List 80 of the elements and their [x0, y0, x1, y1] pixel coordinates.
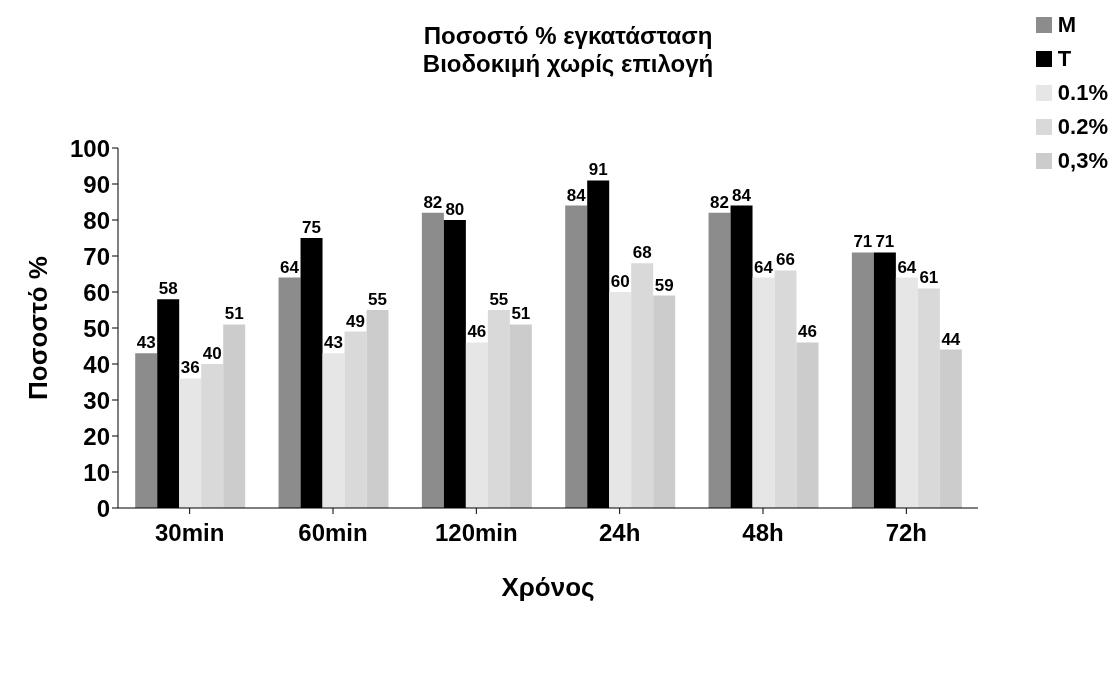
legend-label: T — [1057, 46, 1072, 72]
data-label: 46 — [798, 322, 817, 342]
y-tick-label: 40 — [83, 350, 110, 378]
y-tick-label: 20 — [83, 422, 110, 450]
data-label: 91 — [588, 160, 608, 180]
bar — [609, 292, 632, 508]
data-label: 66 — [776, 250, 795, 270]
data-label: 84 — [566, 185, 587, 205]
data-label: 55 — [489, 290, 509, 309]
bar — [752, 277, 775, 508]
bar — [631, 263, 654, 508]
data-label: 68 — [632, 243, 652, 263]
bar — [278, 277, 301, 508]
bar — [653, 295, 676, 508]
data-label: 43 — [324, 333, 343, 353]
y-tick-label: 10 — [83, 458, 110, 486]
y-tick-label: 30 — [83, 386, 110, 414]
bar — [223, 324, 246, 508]
y-tick-label: 100 — [69, 134, 110, 162]
data-label: 82 — [423, 192, 443, 212]
data-label: 60 — [610, 272, 630, 291]
y-tick-label: 80 — [83, 206, 110, 234]
bar — [322, 353, 345, 508]
x-tick-label: 24h — [598, 519, 641, 547]
data-label: 58 — [158, 279, 178, 299]
legend-label: M — [1057, 12, 1077, 38]
data-label: 80 — [445, 200, 465, 219]
data-label: 61 — [919, 268, 939, 288]
data-label: 51 — [224, 304, 244, 324]
data-label: 82 — [710, 192, 729, 212]
bar — [917, 288, 940, 508]
bar — [939, 349, 962, 508]
x-tick-label: 48h — [742, 519, 784, 547]
bar — [565, 205, 588, 508]
bar — [851, 252, 874, 508]
x-tick-label: 60min — [298, 519, 368, 547]
bar — [895, 277, 918, 508]
bar — [465, 342, 488, 508]
bar — [135, 353, 158, 508]
y-axis-title: Ποσοστό % — [23, 256, 54, 400]
data-label: 51 — [511, 304, 531, 324]
bar — [509, 324, 532, 508]
data-label: 40 — [202, 344, 222, 363]
x-tick-label: 120min — [434, 519, 518, 547]
bar — [201, 364, 224, 508]
bar — [708, 212, 731, 508]
data-label: 64 — [280, 257, 300, 277]
y-tick-label: 90 — [83, 170, 110, 198]
bar — [796, 342, 819, 508]
data-label: 71 — [875, 232, 895, 252]
bar — [774, 270, 797, 508]
data-label: 64 — [754, 257, 774, 277]
data-label: 64 — [897, 257, 917, 277]
data-label: 44 — [941, 329, 961, 349]
bar — [421, 212, 444, 508]
data-label: 75 — [302, 218, 321, 237]
bar — [344, 331, 367, 508]
data-label: 84 — [732, 185, 752, 205]
x-tick-label: 72h — [885, 519, 928, 547]
data-label: 36 — [180, 358, 200, 378]
data-label: 59 — [654, 275, 674, 295]
y-tick-label: 70 — [83, 242, 110, 270]
data-label: 55 — [368, 290, 387, 309]
data-label: 71 — [853, 232, 873, 252]
y-tick-label: 60 — [83, 278, 110, 306]
data-label: 43 — [136, 333, 156, 353]
data-label: 49 — [346, 311, 365, 331]
y-tick-label: 50 — [83, 314, 110, 342]
bar — [179, 378, 202, 508]
chart-title: Ποσοστό % εγκατάσταση — [422, 22, 714, 50]
bar — [487, 310, 510, 508]
data-label: 46 — [467, 322, 487, 342]
x-axis-title: Χρόνος — [501, 572, 595, 603]
legend-label: 0.1% — [1057, 80, 1108, 106]
chart-subtitle: Βιοδοκιμή χωρίς επιλογή — [421, 50, 715, 78]
bar — [366, 310, 389, 508]
legend-label: 0.2% — [1057, 114, 1108, 140]
y-tick-label: 0 — [96, 494, 110, 522]
legend-label: 0,3% — [1057, 148, 1108, 174]
x-tick-label: 30min — [154, 519, 225, 547]
